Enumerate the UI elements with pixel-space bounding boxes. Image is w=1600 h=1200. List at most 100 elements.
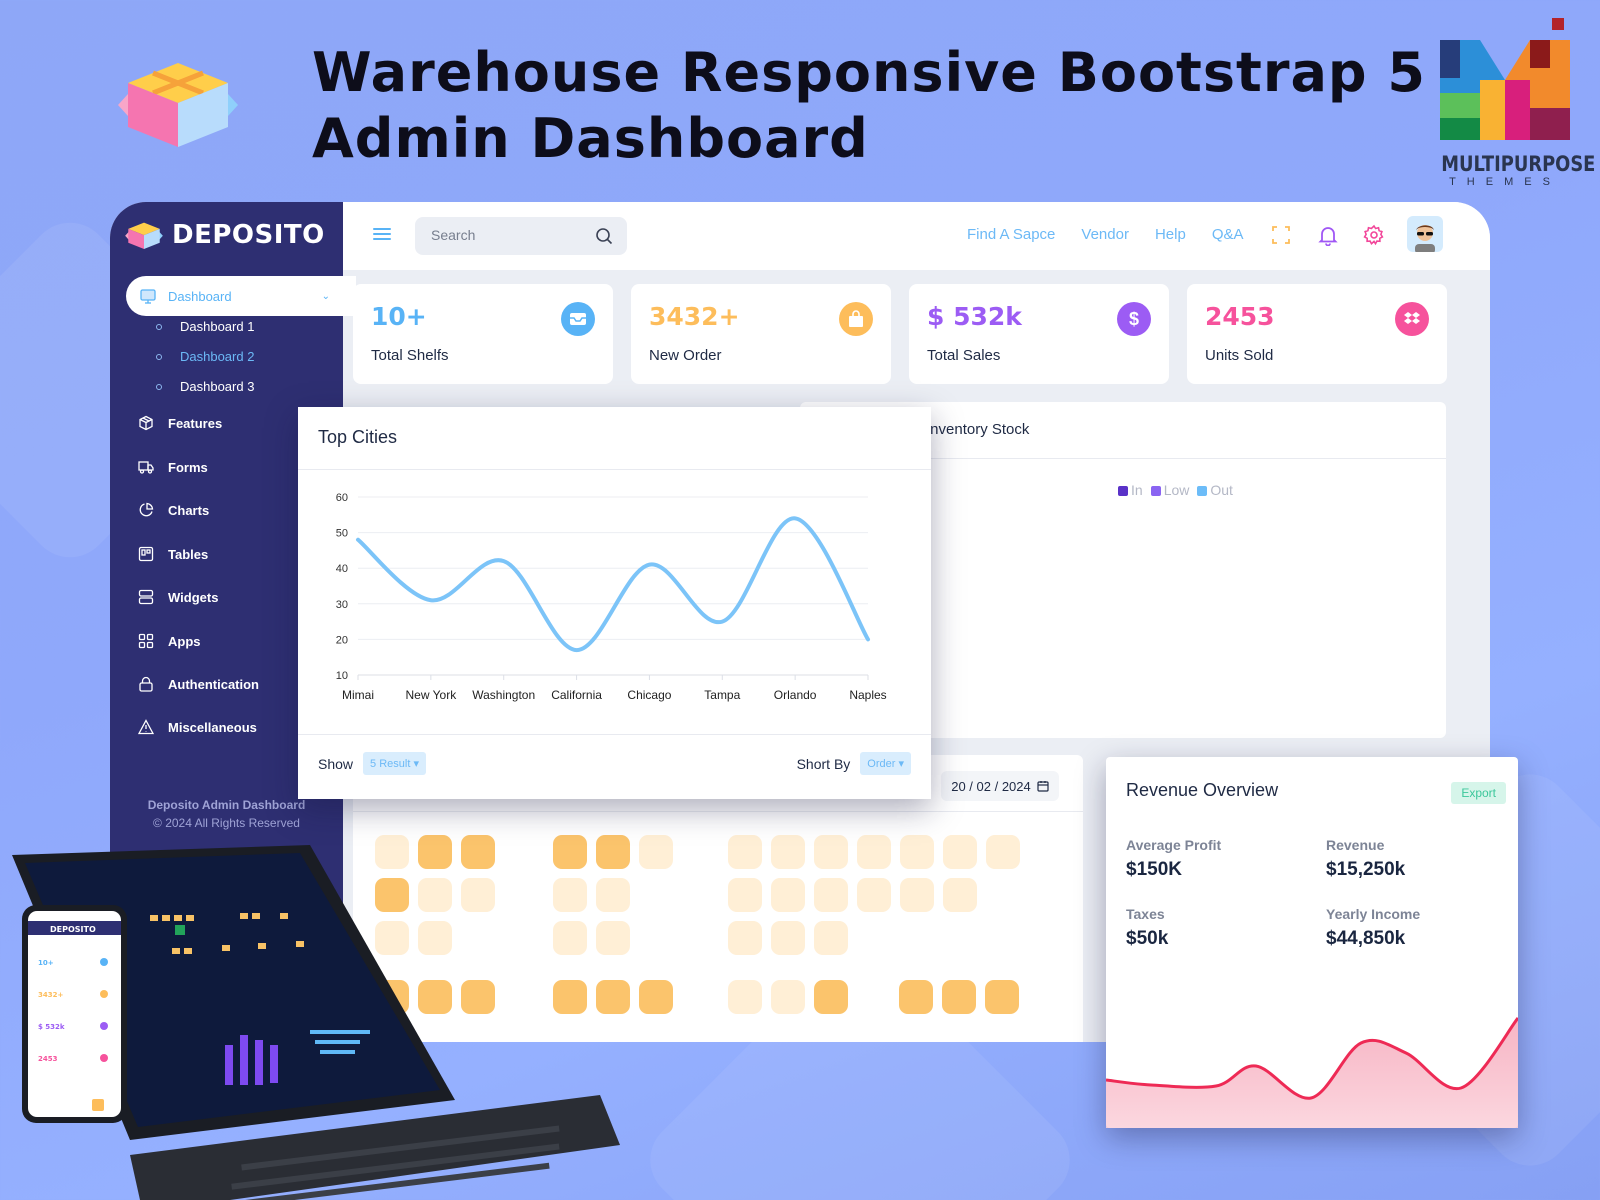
link-find-a-space[interactable]: Find A Sapce xyxy=(967,226,1056,243)
search-icon[interactable] xyxy=(595,227,613,245)
sort-label: Short By xyxy=(796,755,851,772)
seat-available[interactable] xyxy=(728,878,762,912)
show-dropdown[interactable]: 5 Result ▾ xyxy=(363,752,426,775)
seat-available[interactable] xyxy=(771,921,805,955)
calendar-icon xyxy=(1037,781,1049,792)
seat-occupied[interactable] xyxy=(985,980,1019,1014)
seat-available[interactable] xyxy=(728,921,762,955)
link-vendor[interactable]: Vendor xyxy=(1081,226,1129,243)
seat-occupied[interactable] xyxy=(461,835,495,869)
lock-icon xyxy=(139,676,153,692)
date-picker[interactable]: 20 / 02 / 2024 xyxy=(941,771,1059,801)
seat-occupied[interactable] xyxy=(418,980,452,1014)
seat-available[interactable] xyxy=(771,980,805,1014)
seat-available[interactable] xyxy=(771,878,805,912)
seat-occupied[interactable] xyxy=(596,980,630,1014)
seat-available[interactable] xyxy=(943,878,977,912)
brand[interactable]: DEPOSITO xyxy=(122,220,325,250)
chevron-down-icon[interactable]: ⌄ xyxy=(321,290,330,302)
svg-text:10+: 10+ xyxy=(38,959,54,967)
sidebar-item-miscellaneous[interactable]: Miscellaneous xyxy=(138,719,257,735)
seat-available[interactable] xyxy=(900,878,934,912)
seat-occupied[interactable] xyxy=(553,980,587,1014)
seat-available[interactable] xyxy=(857,878,891,912)
sidebar-item-charts[interactable]: Charts xyxy=(138,502,209,518)
seat-available[interactable] xyxy=(857,835,891,869)
sidebar-item-forms[interactable]: Forms xyxy=(138,459,208,475)
seat-available[interactable] xyxy=(375,835,409,869)
truck-icon xyxy=(138,461,154,474)
seat-occupied[interactable] xyxy=(899,980,933,1014)
seat-occupied[interactable] xyxy=(418,835,452,869)
card-title: Inventory Stock xyxy=(926,421,1030,438)
legend-item-low[interactable]: Low xyxy=(1150,482,1189,498)
metric-taxes: Taxes $50k xyxy=(1126,906,1169,949)
svg-text:Chicago: Chicago xyxy=(627,688,671,702)
section-overview-card: Section Overview 20 / 02 / 2024 xyxy=(353,755,1083,1042)
svg-text:Orlando: Orlando xyxy=(774,688,817,702)
stat-card-total-shelfs: 10+ Total Shelfs xyxy=(353,284,613,384)
seat-available[interactable] xyxy=(986,835,1020,869)
seat-available[interactable] xyxy=(728,835,762,869)
seat-available[interactable] xyxy=(461,878,495,912)
seat-available[interactable] xyxy=(596,921,630,955)
top-cities-card: Top Cities 10 20 30 40 50 60 Mimai New York Wash… xyxy=(298,407,931,799)
link-help[interactable]: Help xyxy=(1154,226,1186,243)
sidebar-subitem-dashboard-2[interactable]: Dashboard 2 xyxy=(156,349,254,364)
sidebar-subitem-dashboard-3[interactable]: Dashboard 3 xyxy=(156,379,254,394)
sidebar-item-widgets[interactable]: Widgets xyxy=(138,589,218,605)
sidebar-subitem-dashboard-1[interactable]: Dashboard 1 xyxy=(156,319,254,334)
sidebar-subitem-label: Dashboard 2 xyxy=(180,349,255,364)
seat-available[interactable] xyxy=(814,835,848,869)
publisher-name: MULTIPURPOSE xyxy=(1441,152,1596,176)
seat-available[interactable] xyxy=(814,921,848,955)
seat-available[interactable] xyxy=(418,878,452,912)
seat-available[interactable] xyxy=(639,835,673,869)
seat-available[interactable] xyxy=(771,835,805,869)
revenue-area-chart xyxy=(1106,1017,1518,1128)
seat-available[interactable] xyxy=(553,921,587,955)
sidebar-item-tables[interactable]: Tables xyxy=(138,546,208,562)
avatar[interactable] xyxy=(1407,216,1443,252)
seat-available[interactable] xyxy=(814,878,848,912)
svg-text:Washington: Washington xyxy=(472,688,535,702)
stat-card-new-order: 3432+ New Order xyxy=(631,284,891,384)
seat-occupied[interactable] xyxy=(596,835,630,869)
seat-available[interactable] xyxy=(418,921,452,955)
seat-available[interactable] xyxy=(596,878,630,912)
bell-icon[interactable] xyxy=(1317,224,1339,246)
multipurpose-themes-logo: MULTIPURPOSE THEMES xyxy=(1430,18,1596,188)
seat-available[interactable] xyxy=(375,921,409,955)
seat-occupied[interactable] xyxy=(461,980,495,1014)
sort-dropdown[interactable]: Order ▾ xyxy=(860,752,911,775)
gear-icon[interactable] xyxy=(1363,224,1385,246)
bullet-icon xyxy=(156,353,162,360)
sidebar-item-apps[interactable]: Apps xyxy=(138,633,201,649)
menu-toggle-icon[interactable] xyxy=(373,228,391,242)
sidebar-item-dashboard[interactable]: Dashboard ⌄ xyxy=(126,276,356,316)
legend-item-out[interactable]: Out xyxy=(1197,482,1233,498)
legend-item-in[interactable]: In xyxy=(1118,482,1143,498)
stat-card-total-sales: $ 532k Total Sales $ xyxy=(909,284,1169,384)
svg-text:20: 20 xyxy=(336,634,348,646)
search-input[interactable] xyxy=(431,227,581,243)
seat-occupied[interactable] xyxy=(639,980,673,1014)
export-button[interactable]: Export xyxy=(1451,782,1506,804)
seat-occupied[interactable] xyxy=(942,980,976,1014)
sidebar-item-features[interactable]: Features xyxy=(138,415,222,431)
sidebar-item-label: Features xyxy=(168,415,223,431)
seat-available[interactable] xyxy=(900,835,934,869)
seat-available[interactable] xyxy=(943,835,977,869)
link-qa[interactable]: Q&A xyxy=(1211,226,1244,243)
seat-available[interactable] xyxy=(553,878,587,912)
sidebar-item-label: Authentication xyxy=(168,676,259,692)
fullscreen-icon[interactable] xyxy=(1270,224,1292,246)
mp-logo-icon xyxy=(1440,18,1570,140)
seat-occupied[interactable] xyxy=(553,835,587,869)
seat-occupied[interactable] xyxy=(814,980,848,1014)
seat-available[interactable] xyxy=(728,980,762,1014)
svg-text:Tampa: Tampa xyxy=(704,688,740,702)
sidebar-item-authentication[interactable]: Authentication xyxy=(138,676,259,692)
seat-occupied[interactable] xyxy=(375,878,409,912)
svg-text:$ 532k: $ 532k xyxy=(38,1023,65,1031)
